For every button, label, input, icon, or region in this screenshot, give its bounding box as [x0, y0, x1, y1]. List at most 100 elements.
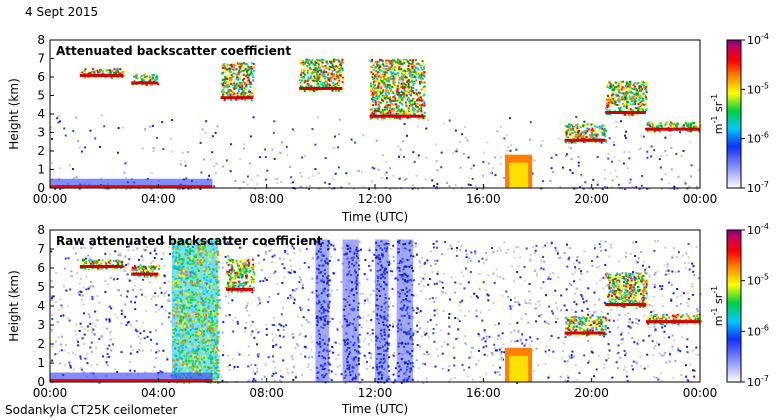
cloud-pixel [325, 78, 328, 81]
noise-pixel [559, 375, 562, 378]
cloud-pixel [410, 86, 413, 89]
cloud-pixel [305, 60, 308, 63]
noise-pixel [403, 377, 406, 380]
cloud-pixel [389, 107, 392, 109]
noise-pixel [265, 279, 268, 281]
noise-pixel [256, 367, 259, 370]
noise-pixel [498, 373, 501, 376]
noise-pixel [633, 186, 636, 189]
noise-pixel [404, 341, 407, 344]
cloud-pixel [109, 71, 112, 74]
noise-pixel [209, 268, 211, 271]
noise-pixel [57, 243, 60, 246]
noise-pixel [242, 273, 245, 275]
noise-pixel [669, 187, 672, 190]
cloud-pixel [421, 81, 424, 84]
cloud-pixel [595, 134, 598, 137]
noise-pixel [552, 350, 555, 353]
noise-pixel [331, 318, 334, 320]
noise-pixel [382, 362, 385, 364]
noise-pixel [677, 349, 680, 352]
noise-pixel [596, 266, 599, 269]
cloud-pixel [313, 72, 316, 75]
noise-pixel [620, 342, 623, 345]
cloud-pixel [386, 104, 389, 107]
noise-pixel [603, 366, 606, 369]
noise-pixel [550, 335, 553, 337]
cloud-pixel [145, 267, 148, 270]
noise-pixel [272, 372, 275, 375]
noise-pixel [51, 313, 53, 316]
noise-pixel [685, 251, 688, 254]
noise-pixel [665, 313, 668, 316]
noise-pixel [461, 133, 464, 136]
cloud-pixel [398, 59, 401, 62]
noise-pixel [277, 328, 280, 331]
noise-pixel [405, 177, 408, 180]
noise-pixel [397, 322, 399, 325]
cloud-pixel [640, 85, 643, 88]
boundary-layer [50, 178, 213, 188]
cloud-pixel [310, 61, 313, 64]
noise-pixel [666, 121, 669, 124]
cloud-pixel [423, 111, 426, 114]
cloud-pixel [611, 87, 614, 90]
cloud-pixel [598, 125, 601, 128]
noise-pixel [423, 278, 426, 281]
noise-pixel [566, 153, 569, 156]
noise-pixel [385, 307, 388, 310]
noise-pixel [620, 331, 623, 334]
cloud-pixel [372, 73, 375, 75]
cloud-pixel [641, 88, 643, 91]
cloud-pixel [238, 63, 240, 66]
cloud-pixel [101, 70, 104, 73]
cloud-pixel [146, 275, 149, 278]
noise-pixel [392, 244, 395, 247]
noise-pixel [459, 141, 462, 144]
cloud-pixel [618, 82, 621, 84]
cloud-pixel [625, 107, 628, 109]
cloud-pixel [637, 103, 640, 106]
noise-pixel [264, 363, 267, 366]
cloud-pixel [395, 85, 398, 88]
noise-pixel [127, 245, 130, 248]
noise-pixel [59, 362, 62, 365]
noise-pixel [452, 346, 455, 349]
noise-pixel [133, 370, 136, 373]
noise-pixel [587, 313, 590, 316]
cloud-pixel [300, 79, 303, 82]
noise-pixel [389, 187, 392, 190]
noise-pixel [119, 252, 122, 255]
noise-pixel [169, 253, 171, 255]
cloud-pixel [241, 88, 243, 91]
noise-pixel [426, 351, 429, 354]
cloud-pixel [623, 96, 626, 99]
noise-pixel [246, 309, 248, 312]
cloud-pixel [640, 109, 643, 112]
noise-pixel [693, 274, 696, 277]
noise-pixel [682, 292, 685, 295]
noise-pixel [81, 294, 84, 297]
noise-pixel [389, 167, 392, 170]
noise-pixel [508, 323, 511, 325]
noise-pixel [336, 289, 339, 292]
noise-pixel [466, 375, 469, 378]
noise-pixel [548, 273, 551, 275]
noise-pixel [162, 148, 165, 151]
cloud-pixel [149, 80, 152, 83]
cloud-pixel [380, 81, 382, 84]
noise-pixel [588, 360, 591, 363]
cloud-pixel [377, 71, 379, 74]
noise-pixel [516, 339, 519, 342]
cloud-pixel [338, 69, 341, 72]
noise-pixel [154, 329, 157, 332]
cloud-pixel [570, 141, 573, 144]
noise-pixel [231, 357, 234, 360]
noise-pixel [238, 353, 241, 356]
noise-pixel [273, 324, 276, 326]
noise-pixel [471, 177, 474, 180]
cloud-pixel [578, 130, 580, 132]
cloud-pixel [605, 140, 607, 143]
noise-pixel [197, 245, 199, 248]
noise-pixel [650, 155, 653, 158]
